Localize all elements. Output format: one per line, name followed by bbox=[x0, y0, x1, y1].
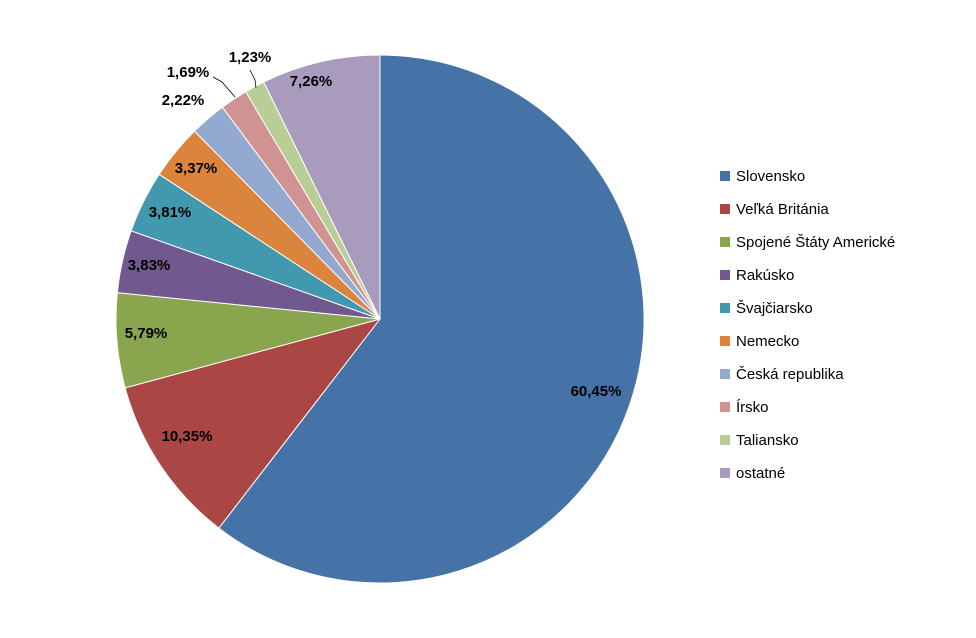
legend-label-ceska-republika: Česká republika bbox=[736, 366, 844, 383]
legend-label-nemecko: Nemecko bbox=[736, 333, 799, 350]
pie-slice-velka-britania bbox=[124, 318, 382, 529]
legend-swatch-rakusko bbox=[720, 270, 730, 280]
legend-item-rakusko: Rakúsko bbox=[720, 267, 794, 284]
data-label-slovensko: 60,45% bbox=[571, 383, 622, 400]
data-label-irsko: 1,69% bbox=[167, 64, 210, 81]
leader-line-taliansko bbox=[249, 69, 257, 89]
legend-item-taliansko: Taliansko bbox=[720, 432, 799, 449]
legend-label-spojene-staty-americke: Spojené Štáty Americké bbox=[736, 234, 895, 251]
data-label-nemecko: 3,37% bbox=[175, 160, 218, 177]
leader-line-irsko bbox=[212, 76, 236, 98]
legend-label-irsko: Írsko bbox=[736, 399, 769, 416]
legend-item-nemecko: Nemecko bbox=[720, 333, 799, 350]
data-label-ceska-republika: 2,22% bbox=[162, 92, 205, 109]
legend-label-taliansko: Taliansko bbox=[736, 432, 799, 449]
legend-swatch-velka-britania bbox=[720, 204, 730, 214]
legend-swatch-taliansko bbox=[720, 435, 730, 445]
data-labels: 60,45% 10,35% 5,79% 3,83% 3,81% 3,37% 2,22% 1,6… bbox=[125, 49, 622, 445]
legend-item-velka-britania: Veľká Británia bbox=[720, 201, 829, 218]
legend: Slovensko Veľká Británia Spojené Štáty Ame… bbox=[720, 168, 895, 482]
legend-swatch-ceska-republika bbox=[720, 369, 730, 379]
data-label-velka-britania: 10,35% bbox=[162, 428, 213, 445]
legend-item-slovensko: Slovensko bbox=[720, 168, 805, 185]
legend-item-ceska-republika: Česká republika bbox=[720, 366, 844, 383]
legend-item-ostatne: ostatné bbox=[720, 465, 785, 482]
data-label-taliansko: 1,23% bbox=[229, 49, 272, 66]
data-label-spojene-staty-americke: 5,79% bbox=[125, 325, 168, 342]
legend-swatch-ostatne bbox=[720, 468, 730, 478]
pie-slice-ostatne bbox=[263, 54, 381, 320]
legend-label-svajciarsko: Švajčiarsko bbox=[736, 300, 813, 317]
legend-label-ostatne: ostatné bbox=[736, 465, 785, 482]
data-label-ostatne: 7,26% bbox=[290, 73, 333, 90]
legend-item-irsko: Írsko bbox=[720, 399, 769, 416]
legend-swatch-nemecko bbox=[720, 336, 730, 346]
legend-item-svajciarsko: Švajčiarsko bbox=[720, 300, 813, 317]
legend-label-slovensko: Slovensko bbox=[736, 168, 805, 185]
leader-lines bbox=[212, 69, 257, 98]
legend-swatch-spojene-staty-americke bbox=[720, 237, 730, 247]
legend-swatch-slovensko bbox=[720, 171, 730, 181]
legend-swatch-svajciarsko bbox=[720, 303, 730, 313]
legend-label-velka-britania: Veľká Británia bbox=[736, 201, 829, 218]
legend-item-spojene-staty-americke: Spojené Štáty Americké bbox=[720, 234, 895, 251]
legend-swatch-irsko bbox=[720, 402, 730, 412]
data-label-svajciarsko: 3,81% bbox=[149, 204, 192, 221]
pie-slices bbox=[115, 54, 645, 584]
pie-slice-slovensko bbox=[218, 54, 645, 584]
data-label-rakusko: 3,83% bbox=[128, 257, 171, 274]
legend-label-rakusko: Rakúsko bbox=[736, 267, 794, 284]
